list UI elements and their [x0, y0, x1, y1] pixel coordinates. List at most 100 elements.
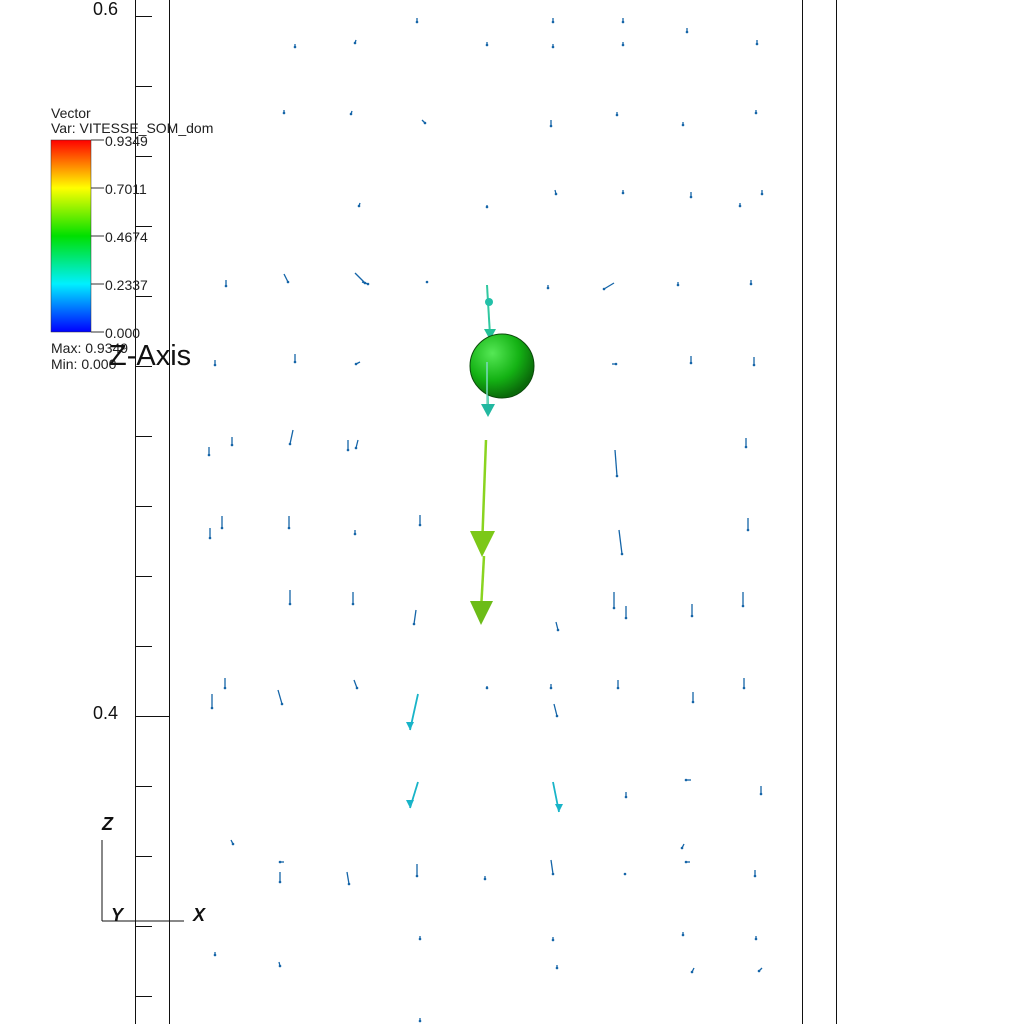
vector-glyph-head: [288, 442, 292, 446]
vector-glyph-head: [554, 192, 558, 196]
vector-glyph: [277, 689, 283, 705]
vector-glyph-head: [278, 964, 282, 968]
center-vector-bulb-top: [485, 298, 493, 306]
vector-glyph-head: [551, 938, 555, 942]
vector-glyph: [353, 679, 358, 689]
vector-glyph-head: [483, 877, 487, 881]
vector-glyph-head: [621, 191, 625, 195]
vector-glyph-head: [685, 30, 689, 34]
domain-frame: [135, 0, 837, 1024]
vector-glyph-head: [556, 628, 560, 632]
vector-glyph-head: [684, 860, 688, 864]
vector-glyph-head: [689, 361, 693, 365]
vector-glyph-head: [754, 111, 758, 115]
vector-glyph-head: [415, 20, 419, 24]
vector-glyph-head: [759, 792, 763, 796]
vector-glyph: [413, 609, 417, 625]
vector-glyph-head: [485, 686, 489, 690]
vector-glyph-medium-head: [406, 722, 414, 730]
vector-glyph-head: [418, 937, 422, 941]
vector-glyph-medium-head: [406, 800, 414, 808]
vector-glyph: [283, 273, 289, 283]
legend-min: Min: 0.000: [51, 356, 117, 372]
vector-glyph-head: [485, 43, 489, 47]
vector-glyph-head: [288, 602, 292, 606]
vector-glyph-head: [549, 686, 553, 690]
vector-glyph-head: [615, 474, 619, 478]
legend-title: Vector: [51, 105, 91, 121]
vector-glyph-head: [346, 448, 350, 452]
vector-glyph-head: [741, 604, 745, 608]
vector-glyph-head: [684, 778, 688, 782]
axis-label-bottom: 0.4: [93, 703, 119, 723]
vector-glyph-head: [551, 20, 555, 24]
legend-tick-4: 0.2337: [105, 277, 148, 293]
vector-glyph-head: [623, 872, 627, 876]
vector-glyph-head: [551, 872, 555, 876]
center-vector-head-long: [470, 531, 495, 557]
vector-glyph-head: [280, 702, 284, 706]
center-vector-column: [470, 284, 496, 625]
vector-glyph-medium-head: [555, 804, 563, 812]
vector-glyph-head: [691, 700, 695, 704]
vector-glyph-head: [224, 284, 228, 288]
vector-glyph-head: [287, 526, 291, 530]
vector-glyph-head: [354, 446, 358, 450]
vector-glyph-head: [676, 283, 680, 287]
orientation-triad: [101, 840, 184, 922]
vector-glyph-head: [754, 937, 758, 941]
vector-glyph-head: [353, 41, 357, 45]
legend-tick-3: 0.4674: [105, 229, 148, 245]
vector-glyph-head: [614, 362, 618, 366]
vector-glyph-head: [485, 205, 489, 209]
vector-glyph-head: [681, 123, 685, 127]
vector-glyph-head: [551, 45, 555, 49]
legend-colorbar: [50, 139, 92, 333]
vector-glyph-head: [278, 860, 282, 864]
vector-glyph-head: [354, 362, 358, 366]
vector-glyph-head: [286, 280, 290, 284]
legend-tick-max: 0.9349: [105, 133, 148, 149]
vector-glyph: [614, 449, 618, 477]
vector-glyph-head: [549, 124, 553, 128]
z-axis-ticks: [136, 16, 169, 997]
center-vector-shaft-long: [480, 439, 488, 549]
vector-glyph-head: [423, 121, 427, 125]
center-vector-head-mid: [481, 404, 495, 417]
vector-glyph-head: [690, 970, 694, 974]
vector-glyph-head: [278, 880, 282, 884]
vector-glyph-head: [210, 706, 214, 710]
vector-glyph-head: [680, 846, 684, 850]
vector-glyph-head: [749, 282, 753, 286]
legend-max: Max: 0.9349: [51, 340, 129, 356]
vector-glyph-head: [293, 45, 297, 49]
vector-glyph-head: [412, 622, 416, 626]
triad-label-x: X: [193, 905, 206, 925]
legend-tick-min: 0.000: [105, 325, 141, 341]
vector-glyph-head: [213, 953, 217, 957]
vector-glyph-head: [689, 195, 693, 199]
vector-glyph-head: [220, 526, 224, 530]
vector-glyph-head: [760, 192, 764, 196]
vector-glyph-head: [425, 280, 429, 284]
legend-ticks: [91, 139, 104, 333]
vector-glyph: [355, 439, 359, 449]
vector-glyph-head: [349, 112, 353, 116]
vector-glyph-head: [616, 686, 620, 690]
vector-glyph-head: [282, 111, 286, 115]
vector-glyph: [550, 859, 554, 875]
vector-glyph: [555, 621, 559, 631]
center-vector-head-low: [470, 601, 493, 625]
legend-variable: Var: VITESSE_SOM_dom: [51, 120, 214, 136]
vector-glyph-head: [752, 363, 756, 367]
vector-glyph-head: [555, 714, 559, 718]
vector-glyph-head: [366, 282, 370, 286]
vector-glyph-head: [621, 20, 625, 24]
vector-glyph-head: [624, 616, 628, 620]
vector-glyph: [618, 529, 623, 555]
vector-glyph-head: [353, 532, 357, 536]
vector-glyph-head: [738, 204, 742, 208]
vector-glyph-head: [293, 360, 297, 364]
